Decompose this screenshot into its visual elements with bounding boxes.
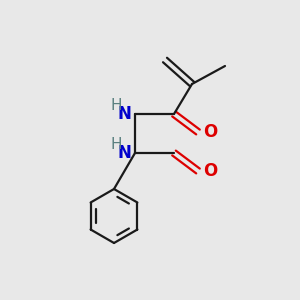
Text: O: O [203,162,218,180]
Text: H: H [111,137,122,152]
Text: H: H [111,98,122,113]
Text: N: N [118,105,131,123]
Text: N: N [118,144,131,162]
Text: O: O [203,123,218,141]
